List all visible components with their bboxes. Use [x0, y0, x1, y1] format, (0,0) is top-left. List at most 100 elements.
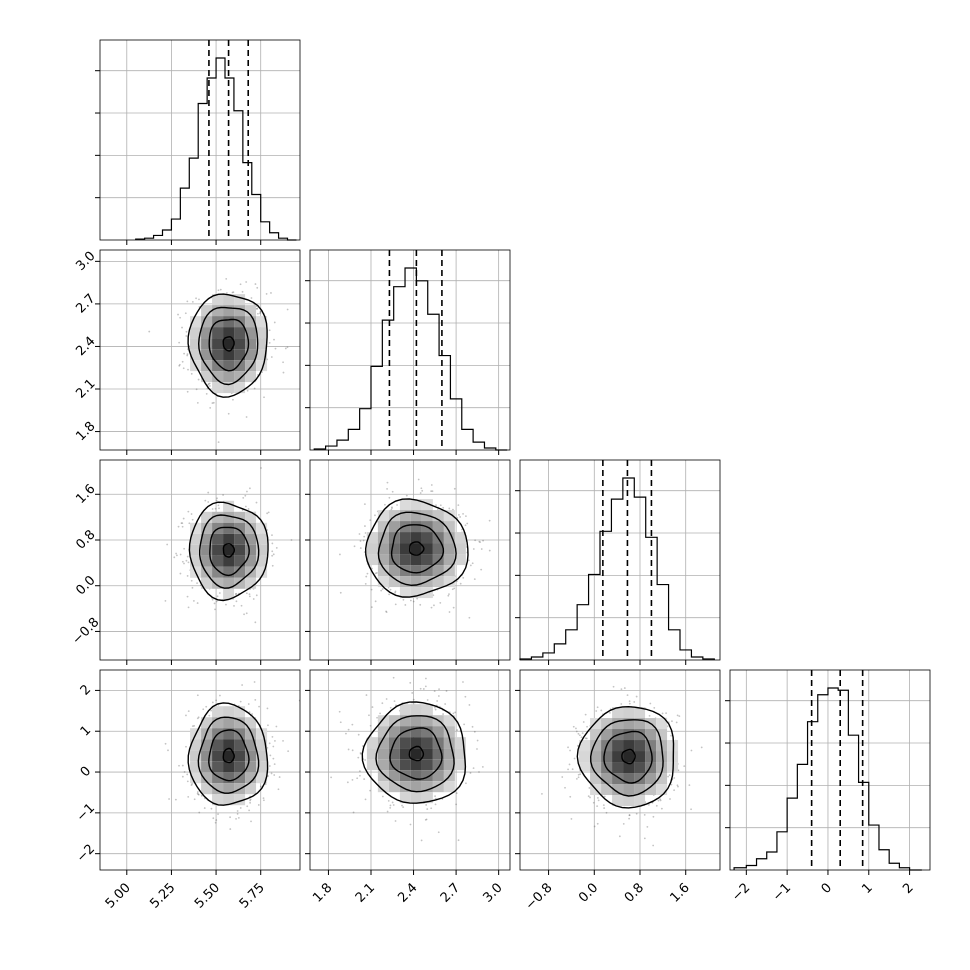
scatter-point [267, 724, 269, 727]
density-cell [443, 510, 455, 522]
density-cell [443, 554, 455, 566]
scatter-point [457, 839, 460, 842]
density-cell [421, 532, 433, 544]
density-cell [201, 522, 213, 534]
density-cell [612, 784, 624, 796]
density-cell [421, 704, 433, 716]
density-cell [432, 748, 444, 760]
scatter-point [167, 749, 169, 752]
density-cell [454, 532, 466, 544]
scatter-point [478, 540, 481, 543]
scatter-point [247, 508, 250, 510]
scatter-point [671, 720, 673, 723]
scatter-point [386, 810, 389, 813]
density-cell [645, 729, 657, 741]
density-cell [612, 751, 624, 763]
density-cell [234, 761, 246, 773]
scatter-point [649, 702, 652, 705]
scatter-point [370, 588, 373, 591]
scatter-point [227, 412, 230, 415]
scatter-point [465, 782, 467, 785]
scatter-point [208, 382, 211, 385]
scatter-point [425, 677, 427, 680]
scatter-point [465, 515, 467, 518]
y-tick-label: 3.0 [73, 249, 98, 274]
density-cell [656, 784, 668, 796]
panel-frame [99, 249, 301, 451]
density-cell [410, 726, 422, 738]
density-cell [623, 707, 635, 719]
scatter-point [472, 767, 475, 769]
density-cell [377, 759, 389, 771]
scatter-point [215, 819, 218, 821]
scatter-point [488, 519, 491, 522]
x-tick-label: 3.0 [480, 880, 505, 905]
scatter-point [596, 706, 599, 709]
scatter-point [482, 539, 484, 542]
scatter-point [346, 781, 349, 784]
scatter-point [385, 610, 387, 613]
density-cell [443, 532, 455, 544]
contour-line [222, 747, 235, 764]
density-cell [377, 543, 389, 555]
density-cell [399, 499, 411, 511]
scatter-point [353, 545, 356, 548]
scatter-point [214, 821, 217, 824]
density-cell [410, 748, 422, 760]
density-cell [590, 729, 602, 741]
y-tick-label: 2.4 [73, 334, 98, 359]
scatter-point [178, 364, 181, 367]
density-cell [190, 349, 202, 361]
density-cell [590, 762, 602, 774]
density-cell [245, 511, 257, 523]
scatter-point [392, 804, 395, 806]
scatter-point [444, 703, 447, 705]
density-cell [201, 371, 213, 383]
density-cell [256, 533, 268, 545]
scatter-point [675, 721, 678, 724]
scatter-point [215, 600, 218, 603]
density-cell [223, 772, 235, 784]
contour-line [188, 501, 269, 602]
scatter-point [215, 499, 218, 502]
scatter-point [389, 807, 392, 809]
density-cell [410, 770, 422, 782]
scatter-point [371, 706, 374, 708]
density-cell [612, 795, 624, 807]
density-cell [590, 751, 602, 763]
scatter-point [231, 291, 234, 294]
scatter-point [208, 714, 211, 717]
density-cell [421, 792, 433, 804]
scatter-point [628, 814, 631, 817]
density-cell [223, 382, 235, 394]
density-cell [190, 739, 202, 751]
scatter-point [196, 582, 198, 585]
density-cell [443, 543, 455, 555]
scatter-point [577, 773, 580, 776]
density-cell [410, 576, 422, 588]
scatter-point [274, 347, 277, 350]
scatter-point [259, 785, 262, 788]
scatter-point [480, 548, 483, 550]
scatter-point [284, 347, 287, 350]
scatter-point [179, 572, 182, 575]
scatter-point [183, 352, 186, 355]
histogram-step [519, 477, 715, 660]
marginal-panel-0 [95, 39, 301, 245]
scatter-point [635, 812, 638, 815]
scatter-point [256, 286, 259, 289]
scatter-point [235, 817, 237, 820]
scatter-point [196, 602, 199, 604]
scatter-point [275, 547, 278, 549]
scatter-point [210, 709, 213, 712]
panel-background [310, 250, 510, 450]
scatter-point [181, 326, 183, 329]
density-cell [432, 781, 444, 793]
scatter-point [402, 598, 405, 601]
density-cell [256, 566, 268, 578]
scatter-point [468, 616, 471, 619]
density-cell [190, 327, 202, 339]
scatter-point [394, 820, 397, 822]
scatter-point [254, 283, 257, 285]
density-cell [377, 521, 389, 533]
